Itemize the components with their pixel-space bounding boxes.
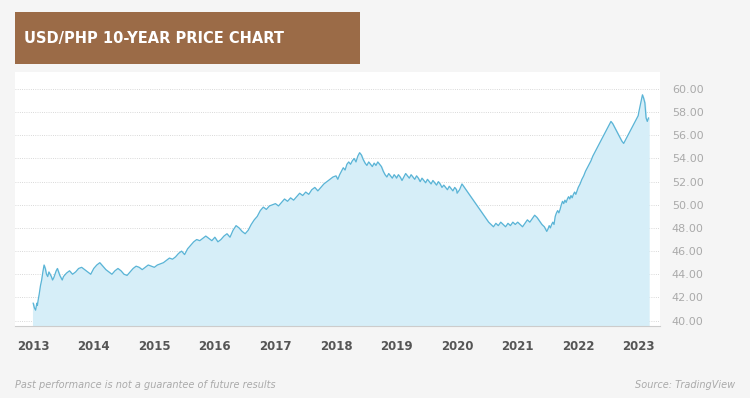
Text: USD/PHP 10-YEAR PRICE CHART: USD/PHP 10-YEAR PRICE CHART [24, 31, 284, 46]
Text: Source: TradingView: Source: TradingView [634, 380, 735, 390]
Text: Past performance is not a guarantee of future results: Past performance is not a guarantee of f… [15, 380, 276, 390]
